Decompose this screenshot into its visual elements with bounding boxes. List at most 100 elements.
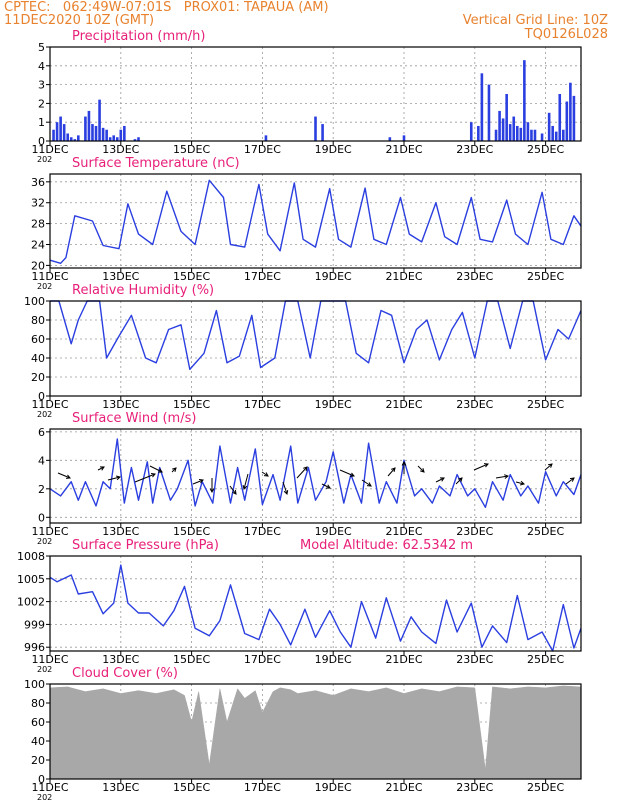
wind-vector bbox=[565, 477, 575, 485]
precip-bar bbox=[540, 133, 544, 141]
rh-xtick-label: 23DEC bbox=[456, 398, 493, 411]
precip-xtick-label: 23DEC bbox=[456, 143, 493, 156]
wind-vector bbox=[515, 481, 525, 485]
wind-panel bbox=[46, 428, 582, 527]
precip-bar bbox=[112, 135, 116, 141]
wind-vector bbox=[495, 475, 509, 479]
precip-bar bbox=[558, 94, 562, 141]
header-right-line1: Vertical Grid Line: 10Z bbox=[462, 13, 608, 28]
precip-bar bbox=[94, 125, 98, 141]
wind-vector-head bbox=[569, 477, 575, 482]
precip-bar bbox=[62, 124, 66, 141]
precip-bar bbox=[73, 139, 77, 141]
precip-bar bbox=[569, 82, 572, 141]
temp-title: Surface Temperature (nC) bbox=[72, 156, 240, 171]
wind-vector-head bbox=[198, 479, 204, 484]
wind-vector-head bbox=[504, 474, 510, 479]
precip-bar bbox=[402, 135, 406, 141]
rh-ytick-label: 80 bbox=[31, 314, 45, 327]
precip-bar bbox=[314, 116, 317, 141]
cloud-xtick-label: 19DEC bbox=[315, 781, 352, 794]
precip-bar bbox=[523, 60, 526, 141]
wind-vector-head bbox=[483, 463, 489, 468]
wind-year-label: 202 bbox=[37, 537, 52, 546]
precip-xtick-label: 13DEC bbox=[102, 143, 139, 156]
precip-ytick-label: 5 bbox=[38, 41, 45, 54]
wind-vector-head bbox=[401, 460, 407, 466]
precip-bar bbox=[498, 110, 501, 141]
wind-vector bbox=[229, 485, 237, 495]
precip-panel bbox=[46, 46, 582, 145]
precip-bar bbox=[119, 129, 123, 141]
precip-bar bbox=[321, 124, 324, 141]
precip-bar bbox=[512, 116, 516, 141]
header-left-line2: 11DEC2020 10Z (GMT) bbox=[4, 13, 155, 28]
cloud-xtick-label: 23DEC bbox=[456, 781, 493, 794]
wind-vector-head bbox=[366, 482, 372, 487]
wind-vector-head bbox=[325, 484, 331, 489]
precip-xtick-label: 21DEC bbox=[385, 143, 422, 156]
cloud-area bbox=[49, 685, 582, 780]
precip-ytick-label: 1 bbox=[38, 116, 45, 129]
pressure-ytick-label: 1005 bbox=[17, 573, 45, 586]
precip-bar bbox=[264, 135, 268, 141]
pressure-xtick-label: 21DEC bbox=[385, 653, 422, 666]
precip-bar bbox=[494, 129, 498, 141]
temp-year-label: 202 bbox=[37, 282, 52, 291]
wind-vector-head bbox=[519, 480, 526, 486]
wind-vector bbox=[435, 477, 445, 483]
wind-vector-head bbox=[150, 473, 156, 478]
wind-xtick-label: 19DEC bbox=[315, 525, 352, 538]
pressure-xtick-label: 25DEC bbox=[527, 653, 564, 666]
header-right-line2: TQ0126L028 bbox=[524, 27, 608, 42]
precip-bar bbox=[137, 137, 140, 141]
wind-vector-head bbox=[349, 472, 355, 477]
pressure-xtick-label: 15DEC bbox=[173, 653, 210, 666]
wind-vector bbox=[417, 465, 425, 473]
precip-year-label: 202 bbox=[37, 155, 52, 164]
pressure-line bbox=[49, 564, 582, 652]
precip-bar bbox=[59, 116, 62, 141]
cloud-xtick-label: 15DEC bbox=[173, 781, 210, 794]
cloud-panel bbox=[46, 683, 582, 783]
wind-vector bbox=[261, 471, 269, 477]
precip-bar bbox=[533, 129, 537, 141]
wind-vector-head bbox=[263, 472, 269, 477]
rh-frame bbox=[49, 300, 582, 397]
precip-bar bbox=[515, 125, 519, 141]
pressure-ytick-label: 1002 bbox=[17, 596, 45, 609]
wind-xtick-label: 25DEC bbox=[527, 525, 564, 538]
precip-bar bbox=[565, 101, 569, 141]
wind-vectors bbox=[57, 460, 575, 495]
wind-vector-head bbox=[99, 466, 105, 471]
cloud-xtick-label: 17DEC bbox=[244, 781, 281, 794]
temp-line bbox=[49, 179, 582, 264]
wind-vector bbox=[361, 479, 372, 487]
cloud-title: Cloud Cover (%) bbox=[72, 666, 178, 681]
wind-vector-head bbox=[172, 467, 177, 472]
temp-xtick-label: 11DEC bbox=[31, 270, 68, 283]
rh-line bbox=[50, 300, 582, 371]
wind-vector bbox=[339, 469, 355, 477]
temp-frame bbox=[49, 173, 582, 269]
wind-vector-head bbox=[232, 489, 237, 495]
precip-xtick-label: 25DEC bbox=[527, 143, 564, 156]
wind-vector-head bbox=[547, 463, 553, 468]
cloud-ytick-label: 100 bbox=[24, 678, 45, 691]
cloud-ytick-label: 0 bbox=[38, 773, 45, 786]
wind-vector-head bbox=[283, 490, 289, 495]
wind-xtick-label: 21DEC bbox=[385, 525, 422, 538]
wind-vector bbox=[455, 477, 463, 485]
wind-vector bbox=[134, 473, 156, 483]
pressure-xtick-label: 23DEC bbox=[456, 653, 493, 666]
header-left-line1: CPTEC: 062:49W-07:01S PROX01: TAPAUA (AM… bbox=[4, 0, 329, 15]
precip-bar bbox=[101, 127, 105, 141]
wind-title: Surface Wind (m/s) bbox=[72, 411, 196, 426]
wind-vector-head bbox=[209, 488, 215, 494]
precip-frame bbox=[49, 46, 582, 142]
wind-vector bbox=[282, 481, 288, 495]
wind-vector bbox=[321, 483, 331, 489]
rh-ytick-label: 100 bbox=[24, 295, 45, 308]
wind-vector bbox=[192, 479, 204, 485]
pressure-xtick-label: 19DEC bbox=[315, 653, 352, 666]
